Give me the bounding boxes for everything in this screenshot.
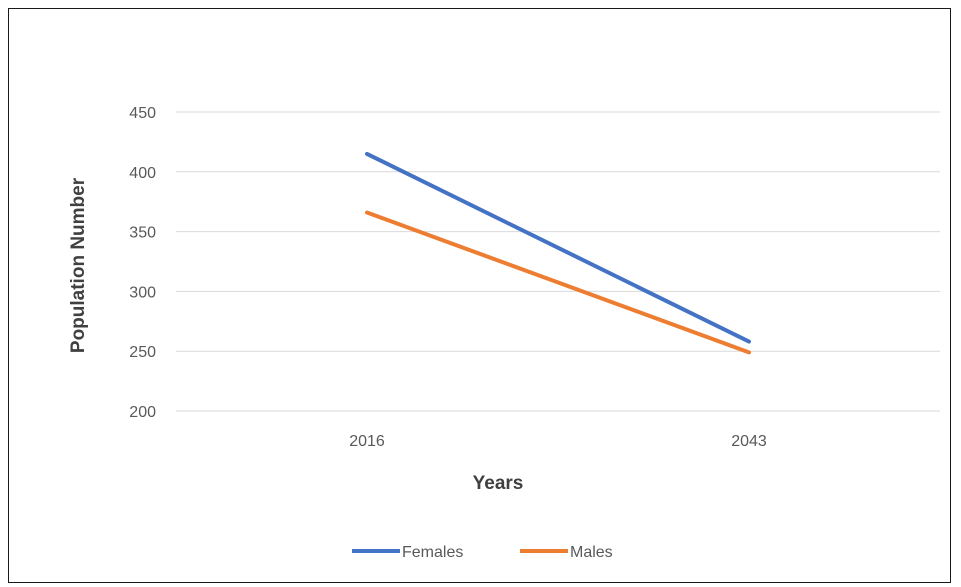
y-tick-label: 450: [129, 105, 156, 122]
gridlines: [176, 111, 940, 412]
x-axis-tick-labels: 2016 2043: [349, 433, 767, 450]
y-tick-label: 350: [129, 225, 156, 242]
legend-item-males: Males: [520, 544, 613, 561]
x-axis-title: Years: [473, 473, 524, 494]
y-tick-label: 400: [129, 165, 156, 182]
y-axis-title: Population Number: [68, 177, 89, 353]
legend-label: Females: [402, 544, 463, 561]
y-axis-tick-labels: 200 250 300 350 400 450: [129, 105, 156, 421]
y-tick-label: 300: [129, 284, 156, 301]
series-lines: [365, 151, 751, 355]
chart-frame: [8, 8, 951, 583]
x-tick-label: 2016: [349, 433, 385, 450]
legend: Females Males: [352, 544, 613, 561]
y-tick-label: 200: [129, 404, 156, 421]
legend-label: Males: [570, 544, 613, 561]
y-tick-label: 250: [129, 344, 156, 361]
series-line-males: [365, 210, 751, 355]
x-tick-label: 2043: [731, 433, 767, 450]
legend-item-females: Females: [352, 544, 463, 561]
series-line-females: [365, 151, 751, 344]
